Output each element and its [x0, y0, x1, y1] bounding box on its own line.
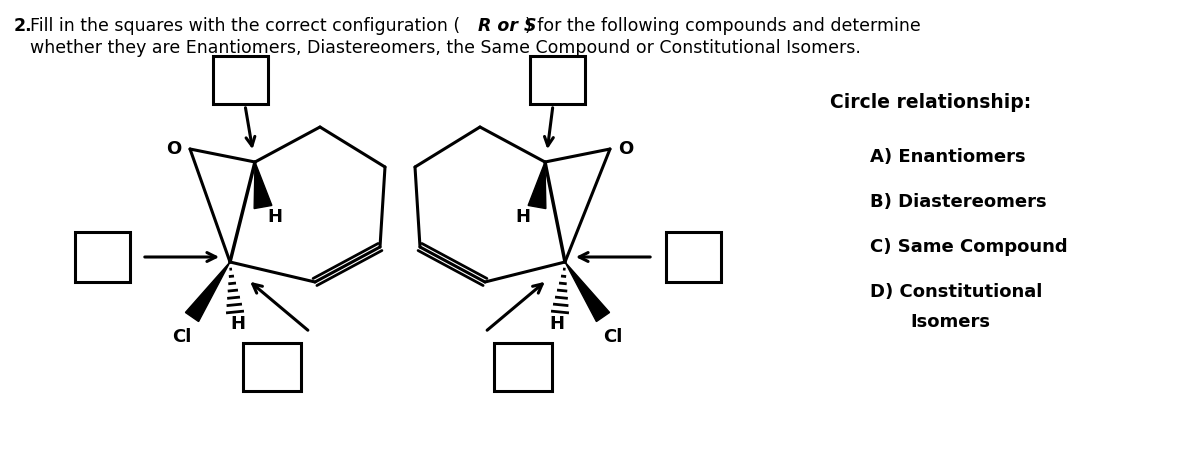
Polygon shape: [528, 162, 546, 208]
Text: H: H: [268, 208, 282, 226]
Text: Cl: Cl: [604, 328, 623, 346]
Text: Cl: Cl: [173, 328, 192, 346]
Text: O: O: [618, 140, 634, 158]
Text: Fill in the squares with the correct configuration (: Fill in the squares with the correct con…: [30, 17, 460, 35]
Bar: [494, 343, 552, 391]
Text: ) for the following compounds and determine: ) for the following compounds and determ…: [526, 17, 920, 35]
Bar: [74, 232, 130, 282]
Text: C) Same Compound: C) Same Compound: [870, 238, 1068, 256]
Text: H: H: [230, 315, 246, 333]
Text: Circle relationship:: Circle relationship:: [830, 92, 1031, 112]
Text: R or S: R or S: [478, 17, 536, 35]
Text: H: H: [516, 208, 530, 226]
Text: A) Enantiomers: A) Enantiomers: [870, 148, 1026, 166]
Bar: [242, 343, 301, 391]
Text: Isomers: Isomers: [910, 313, 990, 331]
Text: B) Diastereomers: B) Diastereomers: [870, 193, 1046, 211]
Bar: [666, 232, 720, 282]
Polygon shape: [186, 262, 230, 322]
Text: D) Constitutional: D) Constitutional: [870, 283, 1043, 301]
Bar: [212, 56, 268, 104]
Polygon shape: [254, 162, 272, 208]
Polygon shape: [565, 262, 610, 322]
Text: 2.: 2.: [14, 17, 32, 35]
Bar: [529, 56, 584, 104]
Text: H: H: [550, 315, 564, 333]
Text: O: O: [167, 140, 181, 158]
Text: whether they are Enantiomers, Diastereomers, the Same Compound or Constitutional: whether they are Enantiomers, Diastereom…: [30, 39, 860, 57]
